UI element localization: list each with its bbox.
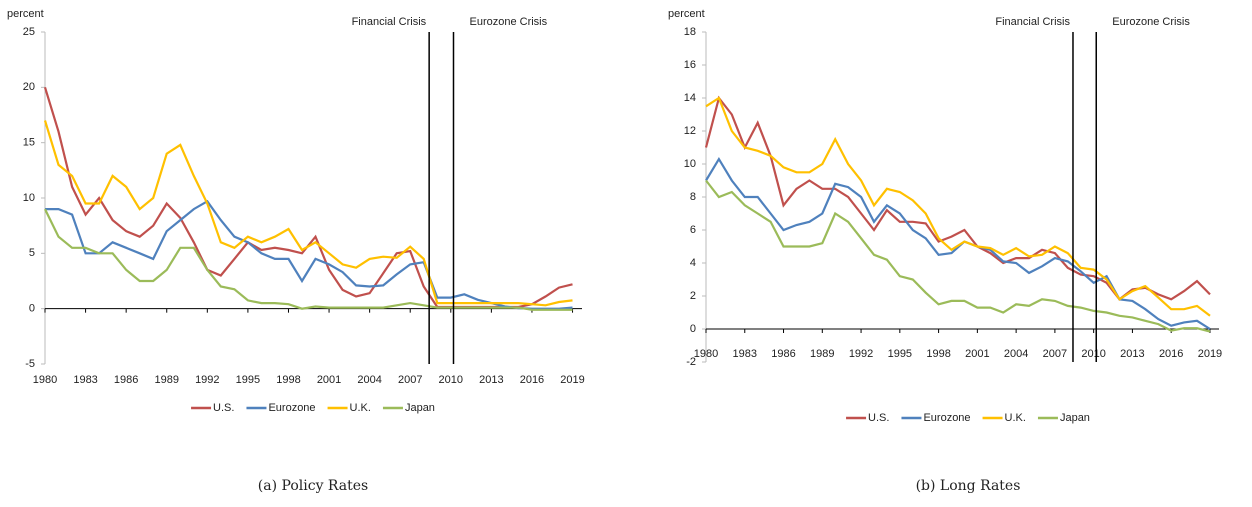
x-tick-label: 2016 [1159,348,1183,360]
y-tick-label: 6 [690,224,696,236]
x-tick-label: 2001 [317,374,341,386]
y-tick-label: 10 [684,158,696,170]
x-tick-label: 1989 [154,374,178,386]
x-tick-label: 2013 [479,374,503,386]
x-tick-label: 1992 [849,348,873,360]
x-tick-label: 2007 [398,374,422,386]
y-tick-label: 12 [684,125,696,137]
y-axis-label: percent [7,8,44,20]
x-tick-label: 1980 [694,348,718,360]
x-tick-label: 1983 [73,374,97,386]
series-line [704,95,1211,301]
y-tick-label: 5 [29,247,35,259]
series-line [43,86,573,309]
x-tick-label: 2010 [1081,348,1105,360]
series-line [705,156,1211,330]
x-tick-label: 2019 [560,374,584,386]
x-tick-label: 1986 [114,374,138,386]
x-tick-label: 2013 [1120,348,1144,360]
y-tick-label: 0 [29,303,35,315]
x-tick-label: 1980 [33,374,57,386]
x-tick-label: 2001 [965,348,989,360]
annotation-text: Eurozone Crisis [469,16,547,28]
y-tick-label: 14 [684,92,696,104]
x-tick-label: 2016 [520,374,544,386]
y-tick-label: -5 [25,358,35,370]
y-axis-label: percent [668,8,705,20]
legend-label: U.K. [350,402,371,414]
series-line [705,96,1211,317]
series-line [44,208,573,311]
x-tick-label: 2004 [1004,348,1028,360]
x-tick-label: 1989 [810,348,834,360]
x-tick-label: 2010 [439,374,463,386]
y-tick-label: 0 [690,323,696,335]
y-tick-label: 10 [23,192,35,204]
caption: (a) Policy Rates [258,478,368,494]
x-tick-label: 2004 [357,374,381,386]
y-tick-label: -2 [686,356,696,368]
caption: (b) Long Rates [916,478,1021,494]
legend-label: Japan [1060,412,1090,424]
y-tick-label: 20 [23,81,35,93]
legend-label: U.S. [868,412,889,424]
y-tick-label: 25 [23,26,35,38]
legend-label: Eurozone [923,412,970,424]
x-tick-label: 1998 [926,348,950,360]
x-tick-label: 1995 [888,348,912,360]
y-tick-label: 18 [684,26,696,38]
x-tick-label: 1983 [733,348,757,360]
series-line [45,199,573,310]
series-line [43,120,573,307]
x-tick-label: 1998 [276,374,300,386]
annotation-text: Eurozone Crisis [1112,16,1190,28]
legend-label: U.K. [1005,412,1026,424]
y-tick-label: 15 [23,137,35,149]
annotation-text: Financial Crisis [995,16,1070,28]
y-tick-label: 4 [690,257,696,269]
legend-label: U.S. [213,402,234,414]
legend-label: Japan [405,402,435,414]
x-tick-label: 1992 [195,374,219,386]
y-tick-label: 2 [690,290,696,302]
x-tick-label: 1986 [771,348,795,360]
y-tick-label: 16 [684,59,696,71]
y-tick-label: 8 [690,191,696,203]
x-tick-label: 2007 [1043,348,1067,360]
annotation-text: Financial Crisis [352,16,427,28]
legend-label: Eurozone [268,402,315,414]
x-tick-label: 1995 [236,374,260,386]
series-line [705,179,1211,333]
x-tick-label: 2019 [1198,348,1222,360]
